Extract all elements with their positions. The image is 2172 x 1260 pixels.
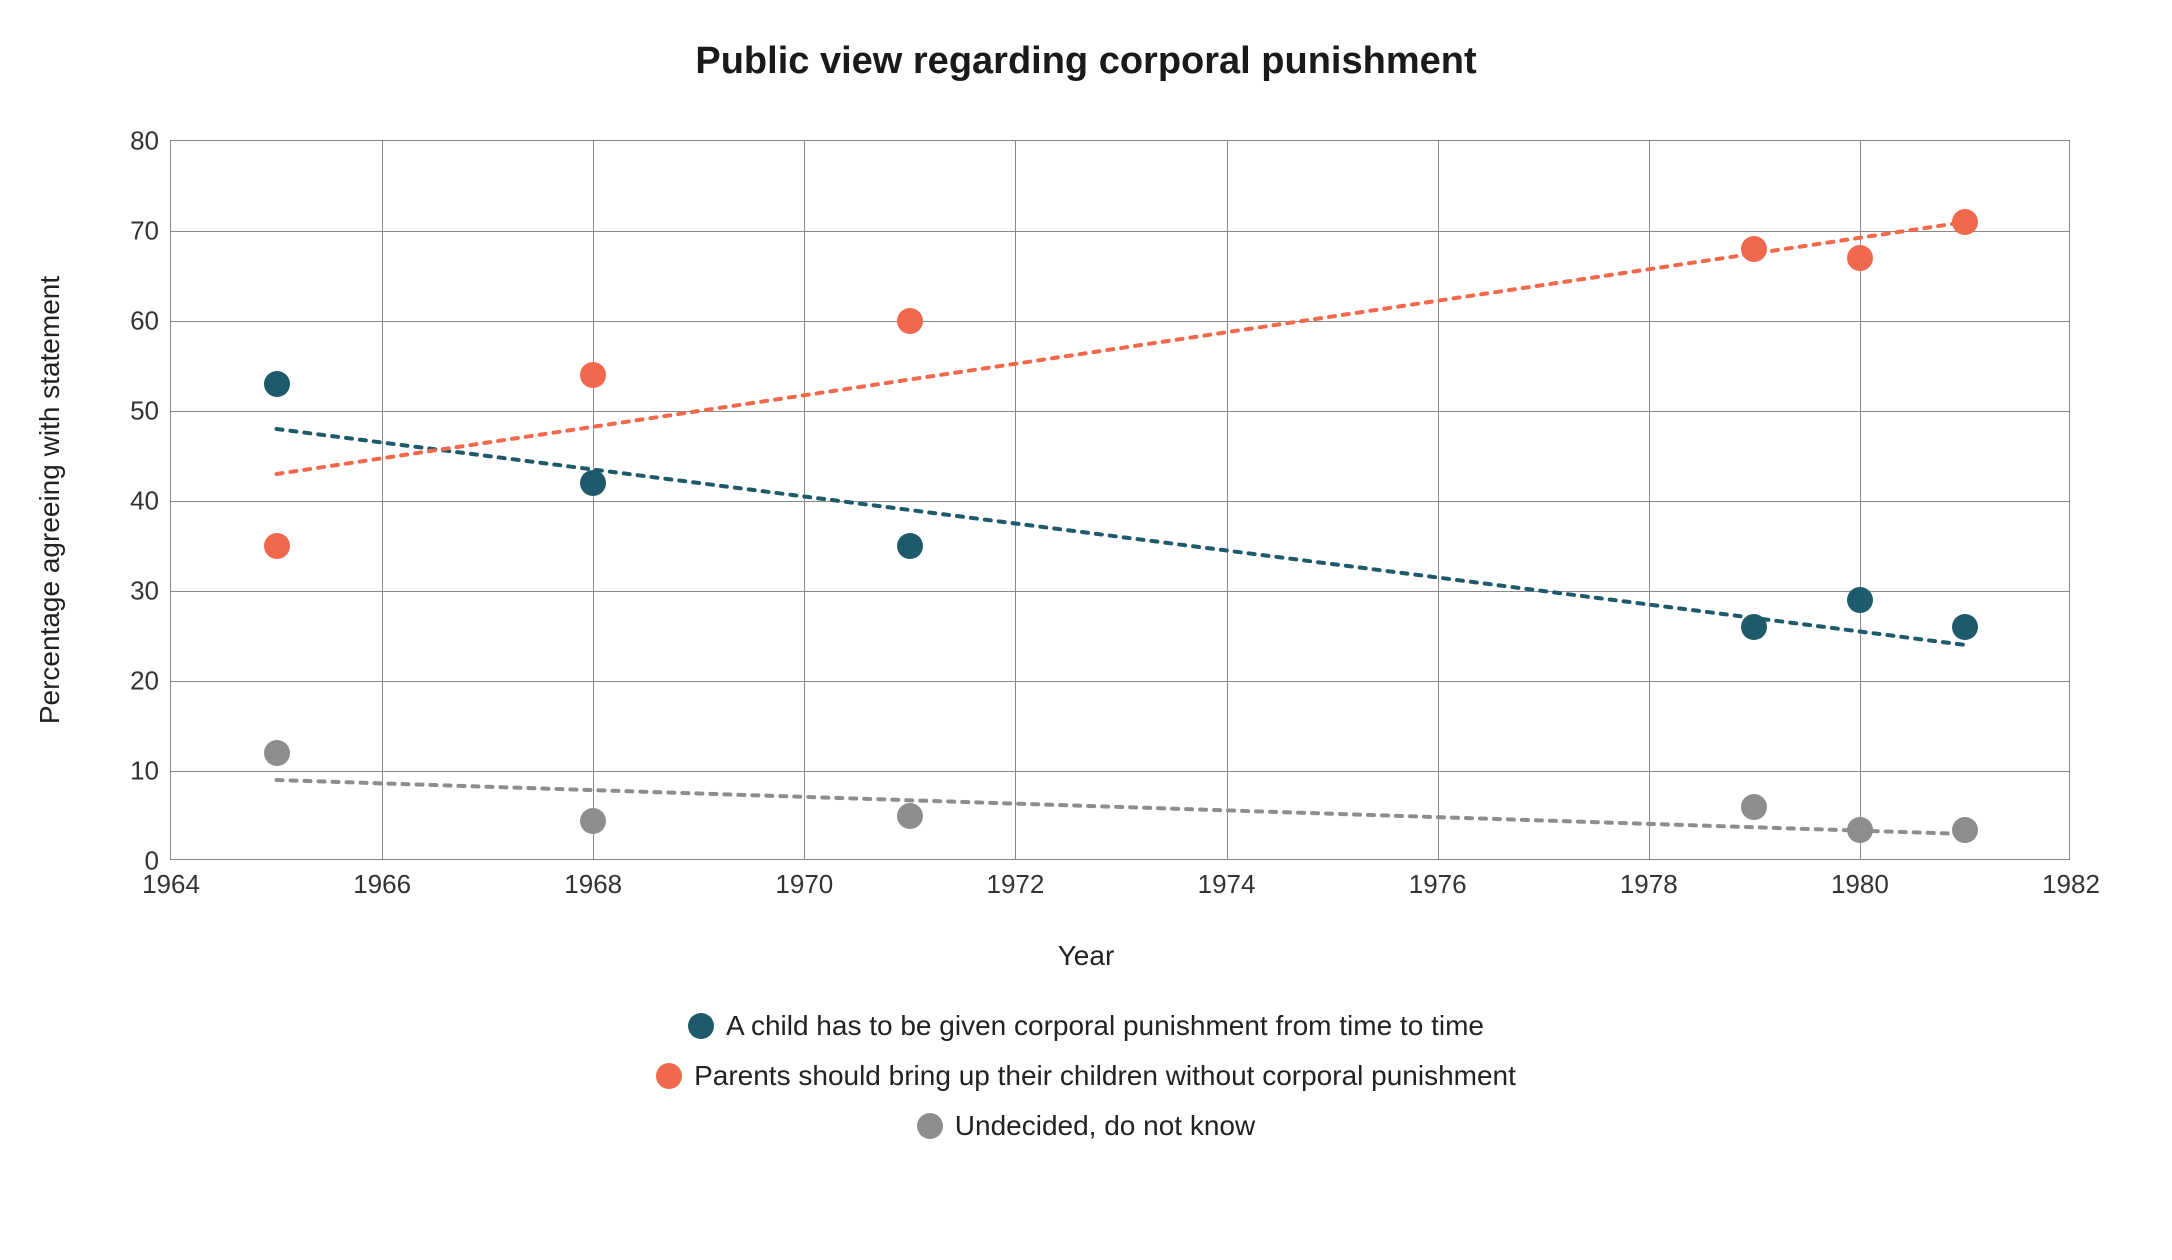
legend: A child has to be given corporal punishm… — [0, 1010, 2172, 1142]
trend-line — [277, 780, 1966, 834]
legend-label: A child has to be given corporal punishm… — [726, 1010, 1484, 1042]
data-point — [897, 308, 923, 334]
y-tick-label: 60 — [130, 306, 159, 337]
legend-swatch — [656, 1063, 682, 1089]
data-point — [264, 533, 290, 559]
chart-container: Public view regarding corporal punishmen… — [0, 0, 2172, 1260]
gridline-h — [171, 681, 2069, 682]
gridline-h — [171, 591, 2069, 592]
y-tick-label: 50 — [130, 396, 159, 427]
data-point — [580, 470, 606, 496]
gridline-v — [1227, 141, 1228, 859]
gridline-h — [171, 771, 2069, 772]
data-point — [1952, 817, 1978, 843]
gridline-h — [171, 321, 2069, 322]
x-tick-label: 1970 — [775, 869, 833, 900]
gridline-h — [171, 411, 2069, 412]
trend-line — [277, 429, 1966, 645]
data-point — [1741, 794, 1767, 820]
x-tick-label: 1972 — [987, 869, 1045, 900]
x-tick-label: 1980 — [1831, 869, 1889, 900]
x-tick-label: 1966 — [353, 869, 411, 900]
data-point — [264, 740, 290, 766]
y-tick-label: 70 — [130, 216, 159, 247]
legend-item: Undecided, do not know — [917, 1110, 1255, 1142]
data-point — [897, 533, 923, 559]
data-point — [1952, 614, 1978, 640]
gridline-v — [382, 141, 383, 859]
gridline-v — [593, 141, 594, 859]
gridline-v — [1649, 141, 1650, 859]
y-axis-label: Percentage agreeing with statement — [34, 276, 66, 724]
y-tick-label: 30 — [130, 576, 159, 607]
data-point — [1847, 245, 1873, 271]
trend-line — [277, 222, 1966, 474]
legend-label: Undecided, do not know — [955, 1110, 1255, 1142]
x-tick-label: 1974 — [1198, 869, 1256, 900]
x-tick-label: 1968 — [564, 869, 622, 900]
legend-swatch — [917, 1113, 943, 1139]
y-tick-label: 20 — [130, 666, 159, 697]
y-tick-label: 10 — [130, 756, 159, 787]
x-axis-label: Year — [0, 940, 2172, 972]
data-point — [580, 808, 606, 834]
data-point — [264, 371, 290, 397]
data-point — [580, 362, 606, 388]
data-point — [1952, 209, 1978, 235]
data-point — [1741, 236, 1767, 262]
legend-item: A child has to be given corporal punishm… — [688, 1010, 1484, 1042]
data-point — [897, 803, 923, 829]
gridline-h — [171, 231, 2069, 232]
data-point — [1741, 614, 1767, 640]
legend-item: Parents should bring up their children w… — [656, 1060, 1516, 1092]
x-tick-label: 1978 — [1620, 869, 1678, 900]
data-point — [1847, 587, 1873, 613]
x-tick-label: 1976 — [1409, 869, 1467, 900]
gridline-h — [171, 501, 2069, 502]
plot-area: 1964196619681970197219741976197819801982… — [170, 140, 2070, 860]
legend-swatch — [688, 1013, 714, 1039]
gridline-v — [1015, 141, 1016, 859]
x-tick-label: 1982 — [2042, 869, 2100, 900]
chart-title: Public view regarding corporal punishmen… — [0, 40, 2172, 83]
gridline-v — [1438, 141, 1439, 859]
gridline-v — [804, 141, 805, 859]
y-tick-label: 0 — [145, 846, 159, 877]
y-tick-label: 40 — [130, 486, 159, 517]
legend-label: Parents should bring up their children w… — [694, 1060, 1516, 1092]
data-point — [1847, 817, 1873, 843]
y-tick-label: 80 — [130, 126, 159, 157]
